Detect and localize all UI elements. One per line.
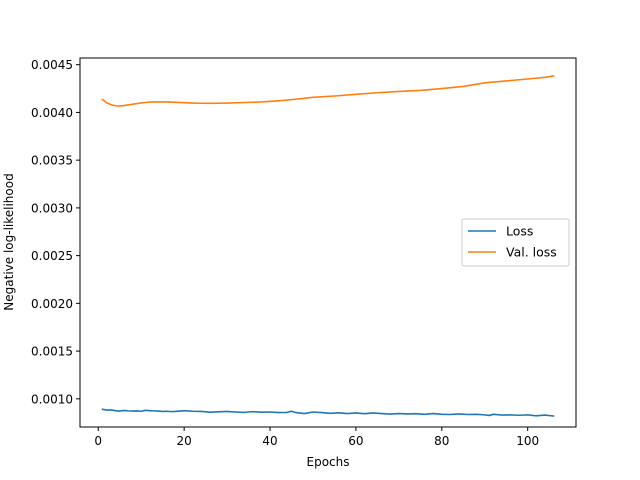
x-tick-label: 0: [94, 434, 102, 448]
y-tick-label: 0.0045: [31, 58, 73, 72]
plot-lines: [101, 75, 555, 417]
plot-frame: [79, 57, 577, 428]
series-line-loss: [101, 408, 555, 417]
y-tick-label: 0.0040: [31, 106, 73, 120]
y-tick-label: 0.0035: [31, 154, 73, 168]
x-axis-label: Epochs: [307, 455, 350, 469]
x-axis: 0 20 40 60 80 100: [94, 427, 539, 448]
series-line-val-loss: [101, 75, 555, 107]
x-tick-label: 80: [434, 434, 449, 448]
y-axis: 0.0010 0.0015 0.0020 0.0025 0.0030 0.0035 0.00…: [31, 58, 80, 406]
y-tick-label: 0.0025: [31, 249, 73, 263]
x-tick-label: 60: [348, 434, 363, 448]
x-tick-label: 20: [176, 434, 191, 448]
y-axis-label: Negative log-likelihood: [2, 173, 16, 310]
x-tick-label: 100: [516, 434, 539, 448]
y-tick-label: 0.0010: [31, 392, 73, 406]
y-tick-label: 0.0020: [31, 297, 73, 311]
y-tick-label: 0.0015: [31, 345, 73, 359]
legend-label-val-loss: Val. loss: [506, 245, 557, 260]
legend-label-loss: Loss: [506, 224, 533, 239]
x-tick-label: 40: [262, 434, 277, 448]
y-tick-label: 0.0030: [31, 201, 73, 215]
legend: Loss Val. loss: [461, 218, 570, 267]
